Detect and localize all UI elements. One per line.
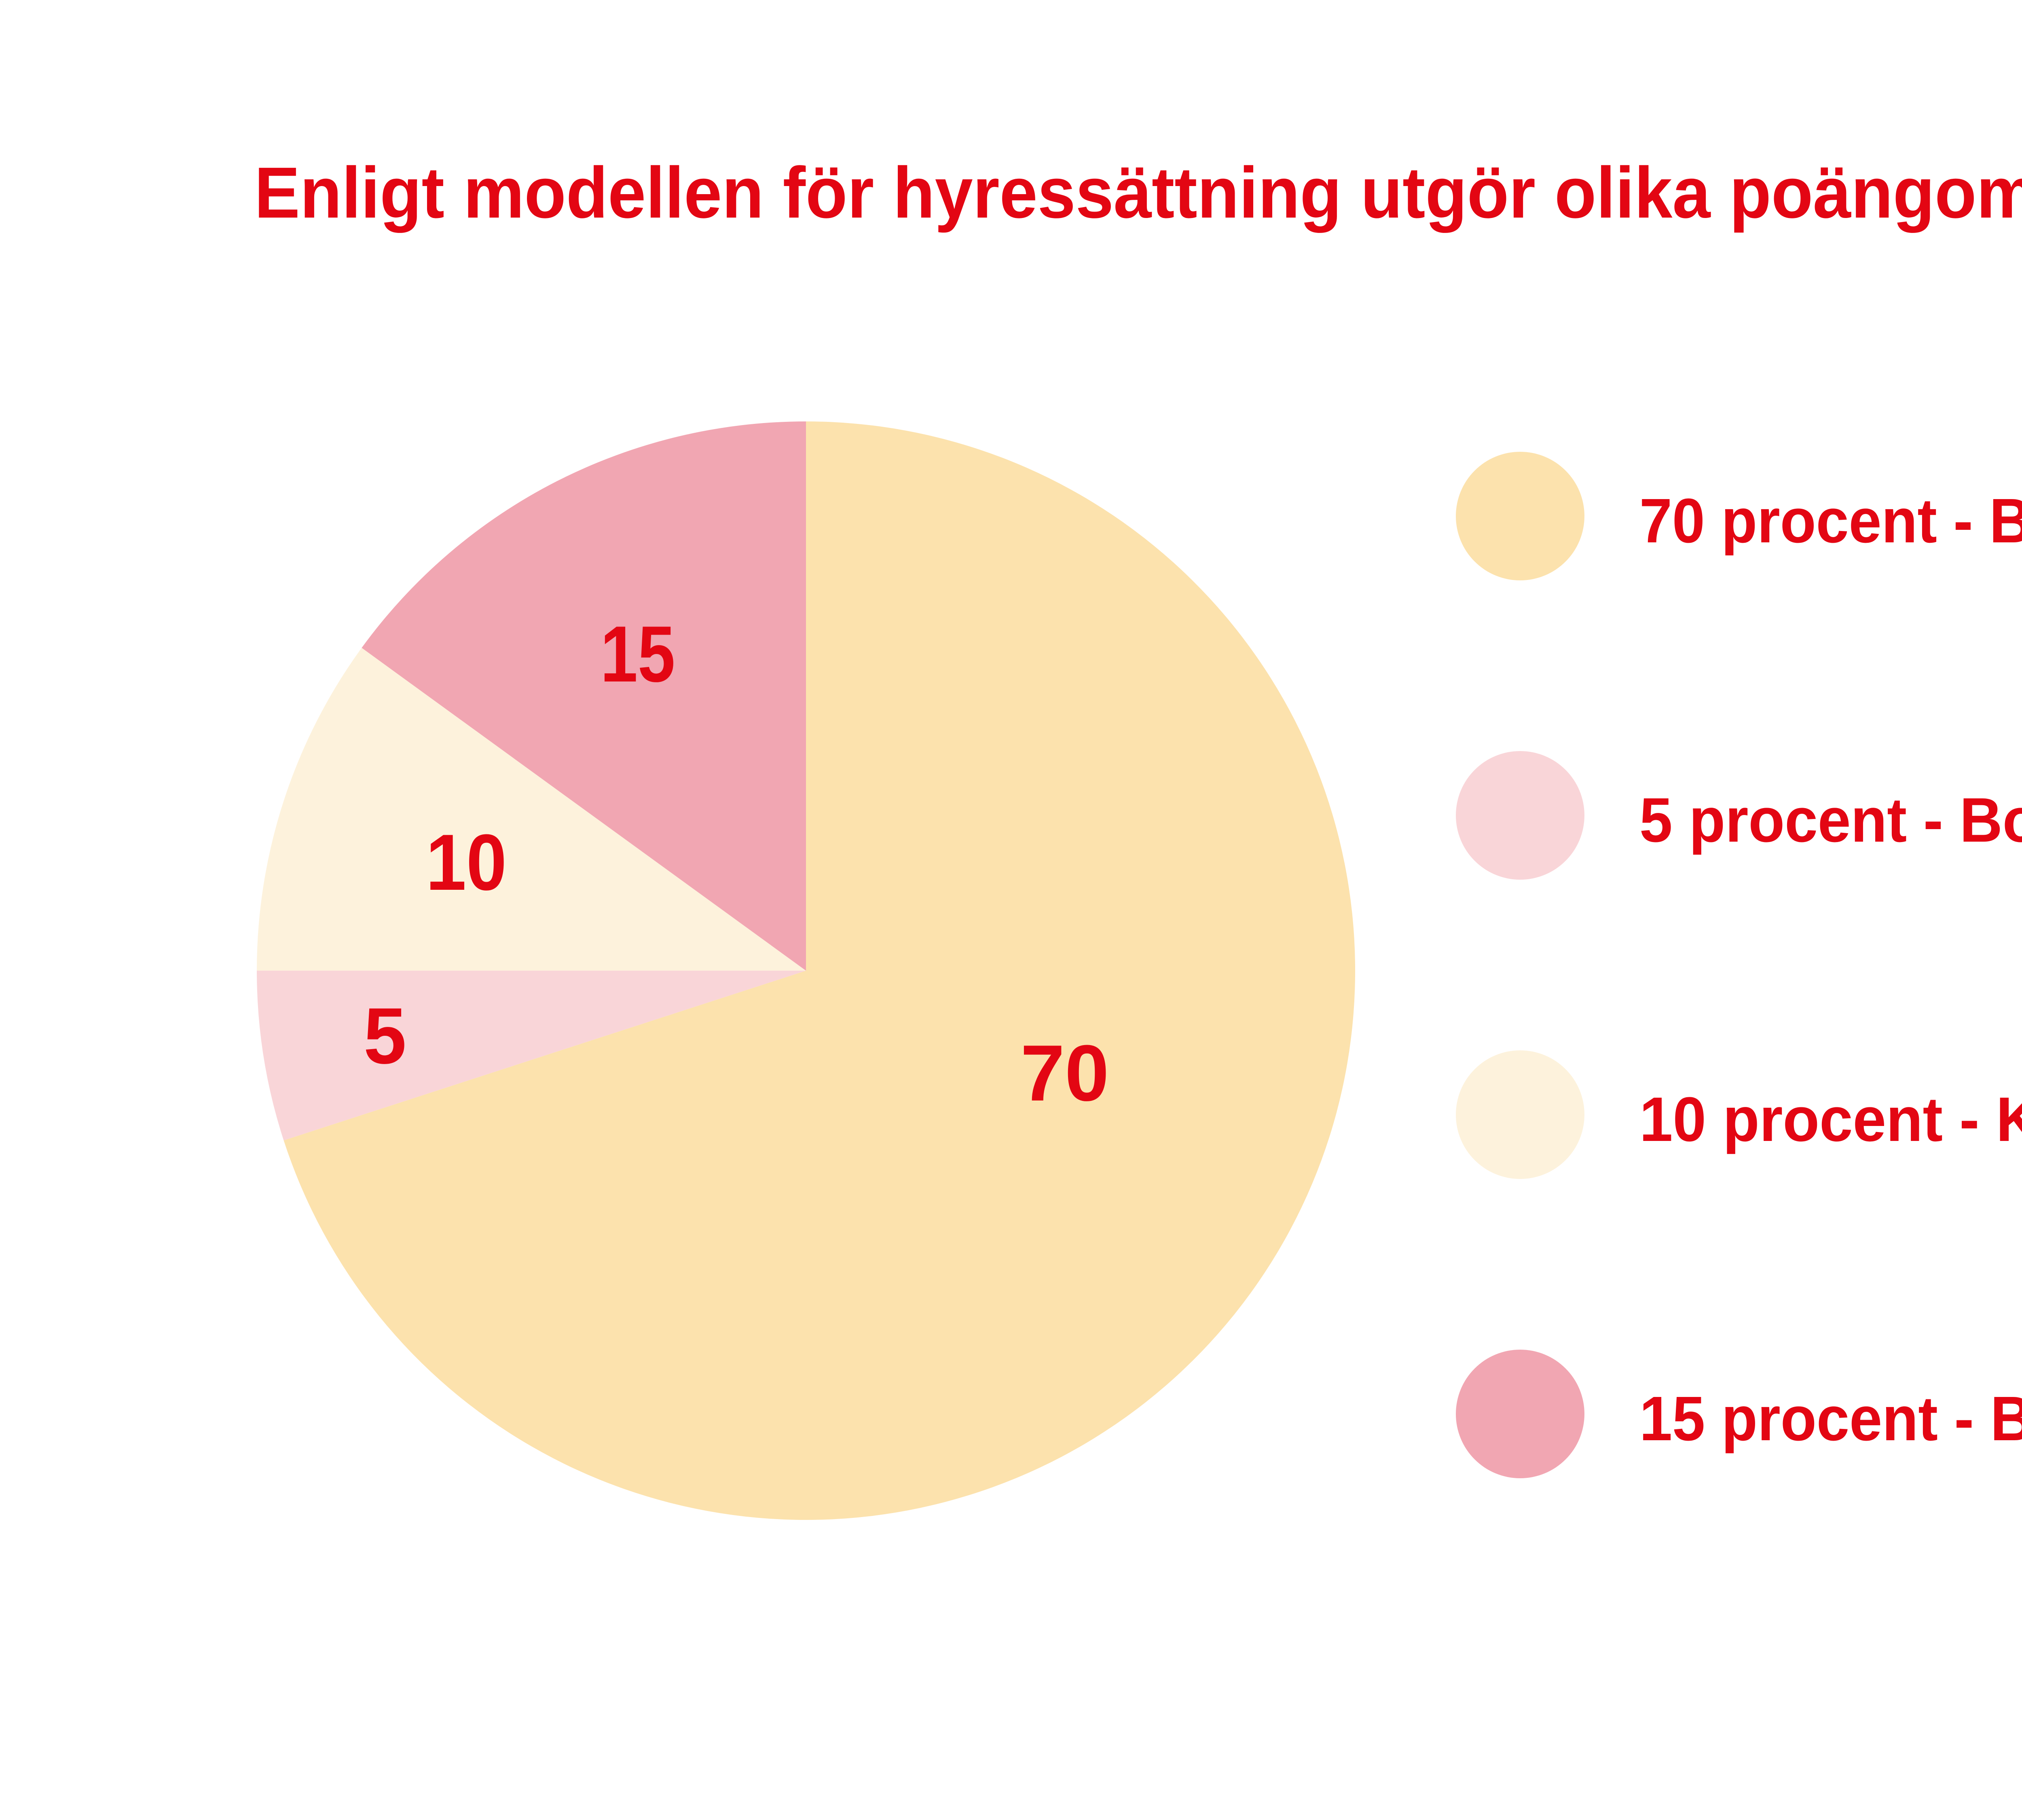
svg-text:15: 15 xyxy=(601,609,675,698)
svg-text:10: 10 xyxy=(426,818,507,907)
svg-text:15 procent - Bostadsområdet: 15 procent - Bostadsområdet xyxy=(1639,1383,2022,1454)
svg-text:70 procent - Bostadens storlek: 70 procent - Bostadens storlek och typ a… xyxy=(1639,485,2022,556)
svg-text:5: 5 xyxy=(364,991,406,1080)
svg-text:10 procent - Kvarteret: 10 procent - Kvarteret xyxy=(1639,1084,2022,1154)
svg-text:5 procent - Bostaden: 5 procent - Bostaden xyxy=(1639,785,2022,855)
svg-text:Enligt modellen för hyressättn: Enligt modellen för hyressättning utgör … xyxy=(254,152,2022,233)
svg-text:70: 70 xyxy=(1021,1029,1109,1117)
